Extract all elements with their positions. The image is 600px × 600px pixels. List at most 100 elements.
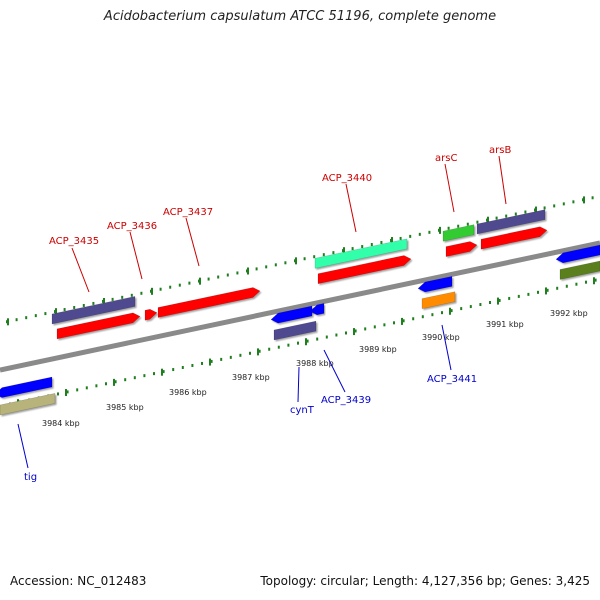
minor-tick: [15, 318, 18, 322]
gene-block-cynT[interactable]: [270, 305, 313, 324]
minor-tick: [217, 275, 220, 279]
inner-tick-ring: [9, 277, 597, 407]
gene-block-teal[interactable]: [314, 238, 408, 269]
minor-tick: [431, 313, 434, 317]
gene-label[interactable]: ACP_3436: [107, 221, 157, 232]
tick-label: 3988 kbp: [296, 359, 334, 368]
minor-tick: [306, 339, 309, 343]
minor-tick: [594, 278, 597, 282]
tick-label: 3987 kbp: [232, 373, 270, 382]
minor-tick: [322, 253, 325, 257]
minor-tick: [268, 347, 271, 351]
gene-block-purple-3[interactable]: [273, 320, 317, 341]
gene-block-orange[interactable]: [421, 291, 456, 309]
topology-text: Topology: circular; Length: 4,127,356 bp…: [260, 574, 590, 588]
gene-block-ACP_3437[interactable]: [157, 287, 261, 318]
gene-label[interactable]: arsC: [435, 153, 457, 164]
gene-label[interactable]: ACP_3439: [321, 395, 371, 406]
minor-tick: [479, 303, 482, 307]
minor-tick: [332, 251, 335, 255]
gene-block-purple[interactable]: [51, 296, 136, 325]
minor-tick: [66, 390, 69, 394]
minor-tick: [354, 329, 357, 333]
minor-tick: [284, 261, 287, 265]
minor-tick: [188, 281, 191, 285]
tick-label: 3989 kbp: [359, 345, 397, 354]
tick-label: 3990 kbp: [422, 333, 460, 342]
minor-tick: [82, 303, 85, 307]
minor-tick: [450, 309, 453, 313]
gene-block-ACP_3436[interactable]: [144, 308, 158, 321]
gene-label[interactable]: ACP_3437: [163, 207, 213, 218]
minor-tick: [220, 357, 223, 361]
gene-block-ACP_3439[interactable]: [309, 303, 325, 316]
gene-label[interactable]: ACP_3440: [322, 173, 372, 184]
minor-tick: [162, 370, 165, 374]
gene-block-olive[interactable]: [0, 393, 56, 416]
minor-tick: [277, 345, 280, 349]
minor-tick: [63, 308, 66, 312]
minor-tick: [364, 327, 367, 331]
minor-tick: [428, 230, 431, 234]
gene-block-purple-2[interactable]: [476, 209, 546, 235]
minor-tick: [297, 341, 299, 345]
minor-tick: [553, 204, 556, 208]
minor-tick: [85, 386, 88, 390]
minor-tick: [178, 283, 181, 287]
gene-block-ACP_3435[interactable]: [56, 312, 141, 340]
gene-block-arsB[interactable]: [480, 226, 548, 250]
minor-tick: [565, 284, 568, 288]
minor-tick: [121, 295, 124, 299]
gene-label[interactable]: tig: [24, 472, 37, 483]
outer-tick-ring: [6, 196, 594, 326]
minor-tick: [287, 343, 290, 347]
minor-tick: [201, 361, 203, 365]
tick-label: 3985 kbp: [106, 403, 144, 412]
gene-label[interactable]: arsB: [489, 145, 511, 156]
gene-block-green[interactable]: [442, 224, 475, 242]
tick-label: 3984 kbp: [42, 419, 80, 428]
minor-tick: [274, 263, 277, 267]
minor-tick: [255, 267, 258, 271]
minor-tick: [412, 317, 415, 321]
gene-block-ACP_3441[interactable]: [417, 276, 453, 293]
leader-line: [297, 366, 300, 403]
minor-tick: [543, 206, 546, 210]
minor-tick: [508, 296, 511, 300]
minor-tick: [457, 224, 460, 228]
gene-label[interactable]: cynT: [290, 405, 315, 416]
minor-tick: [585, 280, 587, 284]
minor-tick: [133, 376, 136, 380]
minor-tick: [34, 314, 37, 318]
gene-block-blue-right[interactable]: [555, 244, 600, 264]
gene-block-tig[interactable]: [0, 376, 53, 398]
minor-tick: [562, 202, 565, 206]
minor-tick: [114, 380, 117, 384]
minor-tick: [44, 312, 47, 316]
gene-block-arsC[interactable]: [445, 241, 478, 257]
minor-tick: [476, 220, 479, 224]
tick-label: 3991 kbp: [486, 320, 524, 329]
minor-tick: [313, 255, 316, 259]
minor-tick: [447, 226, 450, 230]
minor-tick: [25, 316, 28, 320]
leader-line: [129, 231, 143, 280]
minor-tick: [361, 245, 364, 249]
minor-tick: [239, 353, 242, 357]
leader-line: [345, 183, 357, 233]
minor-tick: [495, 216, 498, 220]
minor-tick: [92, 301, 95, 305]
minor-tick: [303, 257, 306, 261]
leader-line: [323, 349, 346, 393]
accession-text: Accession: NC_012483: [10, 574, 147, 588]
gene-block-ACP_3440[interactable]: [317, 255, 412, 284]
gene-label[interactable]: ACP_3441: [427, 374, 477, 385]
minor-tick: [335, 333, 338, 337]
minor-tick: [399, 236, 402, 240]
tick-label: 3986 kbp: [169, 388, 207, 397]
minor-tick: [460, 307, 463, 311]
minor-tick: [111, 297, 114, 301]
minor-tick: [527, 292, 530, 296]
gene-block-darkgreen[interactable]: [559, 260, 600, 280]
gene-label[interactable]: ACP_3435: [49, 236, 99, 247]
